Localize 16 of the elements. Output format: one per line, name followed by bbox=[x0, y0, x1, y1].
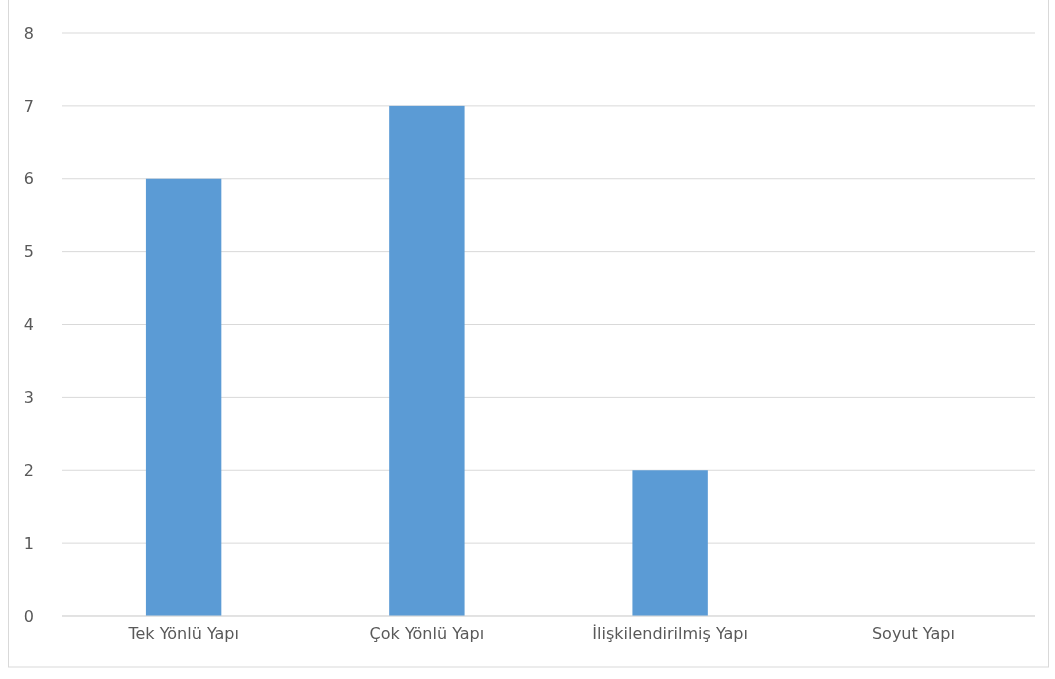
x-tick-label: Tek Yönlü Yapı bbox=[127, 624, 239, 644]
x-tick-label: Soyut Yapı bbox=[871, 624, 955, 644]
y-tick-label: 3 bbox=[23, 387, 34, 407]
y-tick-label: 8 bbox=[23, 23, 34, 43]
y-tick-label: 7 bbox=[23, 96, 34, 116]
x-tick-label: İlişkilendirilmiş Yapı bbox=[592, 624, 748, 644]
bar bbox=[632, 470, 708, 616]
y-tick-label: 0 bbox=[23, 606, 34, 626]
bar bbox=[389, 105, 465, 616]
y-tick-label: 5 bbox=[23, 242, 34, 262]
y-tick-label: 4 bbox=[23, 315, 34, 335]
y-tick-label: 6 bbox=[23, 169, 34, 189]
y-tick-label: 2 bbox=[23, 460, 34, 480]
bar bbox=[145, 178, 222, 616]
x-tick-label: Çok Yönlü Yapı bbox=[369, 624, 485, 644]
y-tick-label: 1 bbox=[23, 533, 34, 553]
